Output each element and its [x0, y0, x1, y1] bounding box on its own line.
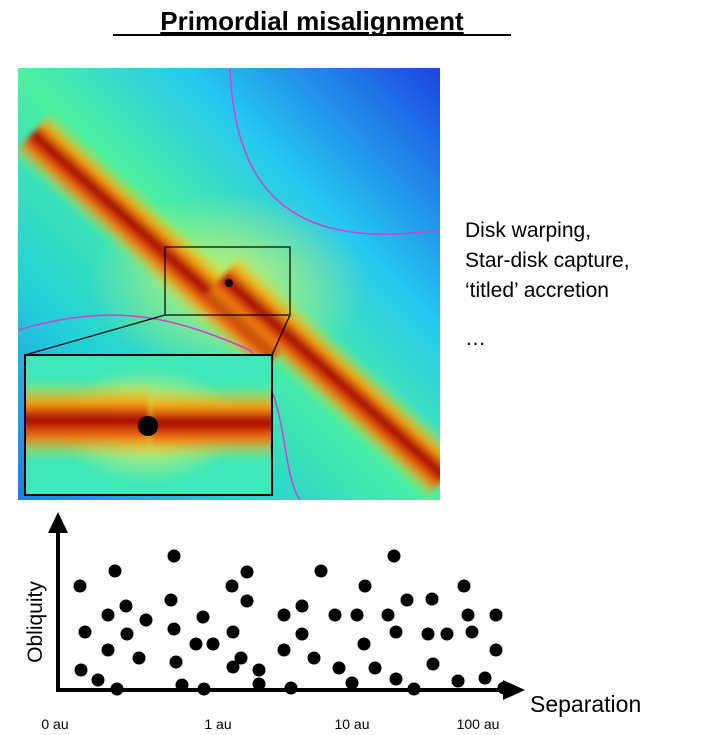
dot [121, 628, 134, 641]
dot [329, 609, 342, 622]
y-arrow [48, 512, 68, 533]
dot [490, 644, 503, 657]
dot [102, 609, 115, 622]
dot [190, 638, 203, 651]
annotation-line: Disk warping, [465, 219, 591, 242]
x-tick-label: 100 au [457, 716, 500, 732]
dot [466, 626, 479, 639]
dot [165, 594, 178, 607]
dot [351, 609, 364, 622]
dot [241, 595, 254, 608]
dot [358, 638, 371, 651]
dot [227, 661, 240, 674]
annotation: Disk warping, Star-disk capture, ‘titled… [465, 219, 630, 350]
simulation-image [12, 68, 465, 500]
dot [333, 662, 346, 675]
dot [75, 664, 88, 677]
dot [253, 664, 266, 677]
dot [315, 565, 328, 578]
dot [479, 672, 492, 685]
schematic-plot: Obliquity Separation 0 au 1 au 10 au 100… [24, 512, 641, 732]
dot [296, 600, 309, 613]
dot [382, 609, 395, 622]
dot [74, 580, 87, 593]
dot [490, 609, 503, 622]
dot [102, 644, 115, 657]
dot [109, 565, 122, 578]
dot [198, 683, 211, 696]
dot [285, 682, 298, 695]
dot [226, 580, 239, 593]
dot [308, 652, 321, 665]
dot [390, 626, 403, 639]
dot [278, 609, 291, 622]
dot [401, 594, 414, 607]
dot [388, 550, 401, 563]
annotation-line: … [465, 327, 486, 350]
dot [120, 600, 133, 613]
dot [427, 658, 440, 671]
dot [140, 614, 153, 627]
x-tick-label: 1 au [204, 716, 231, 732]
dot [390, 673, 403, 686]
dot [92, 674, 105, 687]
x-tick-label: 0 au [41, 716, 68, 732]
dot [197, 611, 210, 624]
dot [207, 638, 220, 651]
dot [458, 580, 471, 593]
x-axis-label: Separation [530, 691, 641, 717]
dot [498, 682, 511, 695]
dot [278, 644, 291, 657]
annotation-line: ‘titled’ accretion [465, 279, 609, 302]
dot [441, 628, 454, 641]
dot [176, 679, 189, 692]
x-tick-label: 10 au [334, 716, 369, 732]
dot [170, 656, 183, 669]
dot [422, 628, 435, 641]
dot [133, 652, 146, 665]
dot [296, 628, 309, 641]
dot [462, 609, 475, 622]
dot [241, 566, 254, 579]
dot [369, 662, 382, 675]
dot [227, 626, 240, 639]
dot [111, 683, 124, 696]
dot [426, 593, 439, 606]
annotation-line: Star-disk capture, [465, 249, 630, 272]
dot [168, 550, 181, 563]
slide: Primordial misalignment Disk warping, St… [0, 0, 705, 735]
dot [408, 683, 421, 696]
title: Primordial misalignment [160, 6, 464, 36]
y-axis-label: Obliquity [24, 581, 47, 663]
dot [452, 675, 465, 688]
dot [253, 678, 266, 691]
dot [359, 580, 372, 593]
dot [79, 626, 92, 639]
dot [168, 623, 181, 636]
dot [346, 677, 359, 690]
